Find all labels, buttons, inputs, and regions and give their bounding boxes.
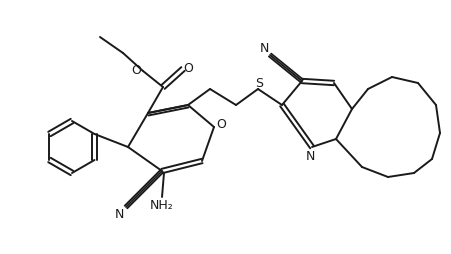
Text: N: N — [305, 149, 315, 162]
Text: N: N — [114, 208, 124, 221]
Text: O: O — [183, 61, 193, 74]
Text: O: O — [216, 118, 226, 131]
Text: N: N — [259, 41, 269, 54]
Text: O: O — [131, 63, 141, 76]
Text: S: S — [255, 76, 263, 89]
Text: NH₂: NH₂ — [150, 199, 174, 212]
